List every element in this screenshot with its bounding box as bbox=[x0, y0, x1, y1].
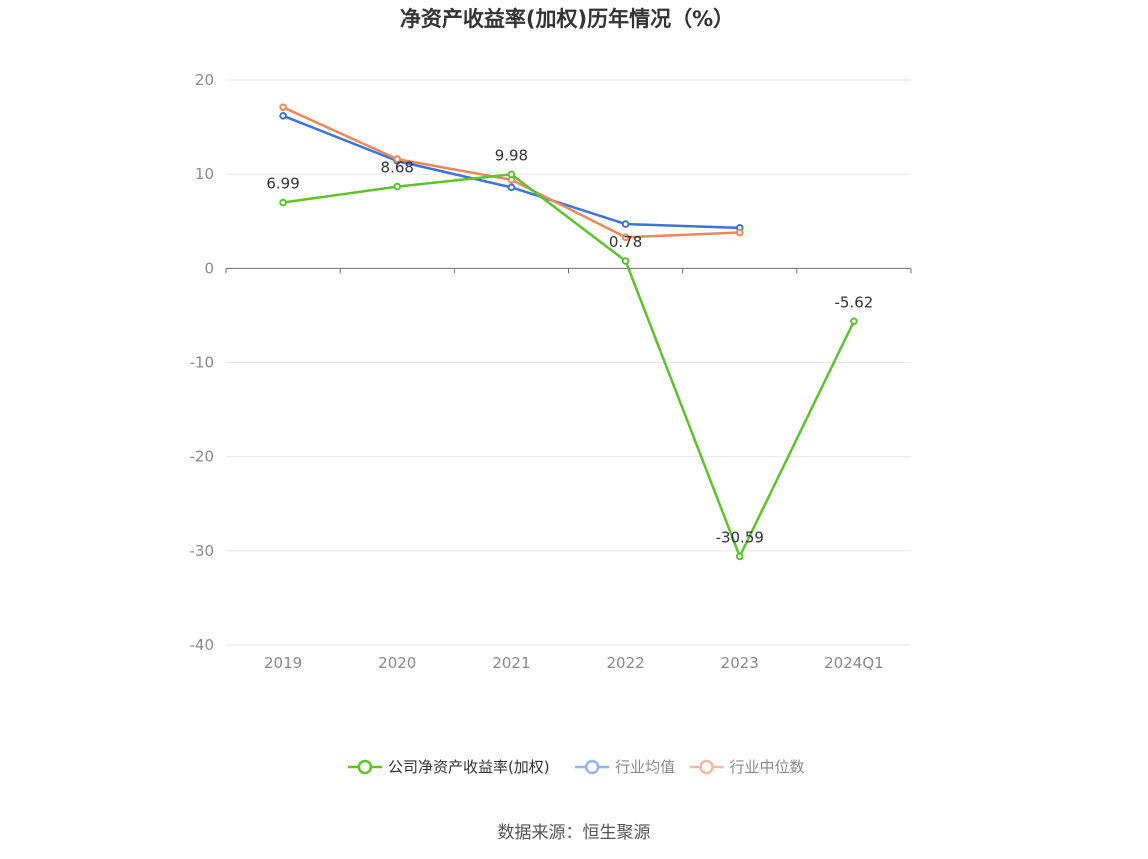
data-point[interactable] bbox=[621, 233, 630, 242]
legend-label: 行业均值 bbox=[615, 758, 675, 776]
data-point[interactable] bbox=[850, 317, 858, 326]
data-source: 数据来源：恒生聚源 bbox=[498, 823, 651, 843]
data-label: 0.78 bbox=[609, 233, 642, 251]
series bbox=[279, 103, 858, 561]
data-label: 9.98 bbox=[495, 146, 528, 164]
legend[interactable]: 公司净资产收益率(加权) 行业均值 行业中位数 bbox=[347, 758, 805, 776]
y-tick-label: 10 bbox=[195, 165, 214, 183]
data-labels: 6.99 8.68 9.98 0.78 -30.59 -5.62 bbox=[266, 146, 873, 546]
data-point[interactable] bbox=[393, 182, 402, 191]
y-tick-label: 20 bbox=[195, 71, 214, 89]
data-point[interactable] bbox=[507, 170, 516, 179]
series-1 bbox=[279, 111, 744, 232]
data-label: 6.99 bbox=[266, 175, 299, 193]
x-tick-label: 2021 bbox=[492, 654, 530, 672]
data-point[interactable] bbox=[279, 111, 287, 120]
legend-label: 行业中位数 bbox=[730, 758, 805, 776]
data-point[interactable] bbox=[621, 220, 630, 228]
series-0 bbox=[279, 170, 858, 561]
x-tick-label: 2023 bbox=[721, 654, 759, 672]
series-line bbox=[282, 173, 856, 558]
legend-item-0[interactable]: 公司净资产收益率(加权) bbox=[347, 758, 550, 776]
data-point[interactable] bbox=[621, 257, 630, 265]
legend-marker-icon bbox=[357, 759, 373, 775]
legend-label: 公司净资产收益率(加权) bbox=[388, 758, 550, 776]
data-point[interactable] bbox=[735, 228, 744, 237]
data-label: -5.62 bbox=[835, 293, 874, 311]
y-tick-label: 0 bbox=[204, 259, 214, 277]
legend-marker-icon bbox=[584, 759, 600, 775]
x-tick-label: 2022 bbox=[606, 654, 644, 672]
legend-marker-icon bbox=[699, 759, 714, 775]
axes: 20 10 0 -10 -20 -30 -40 2019 2020 2021 2022 2023 202… bbox=[190, 71, 912, 672]
x-tick-label: 2020 bbox=[378, 654, 416, 672]
y-tick-label: -30 bbox=[190, 542, 215, 560]
y-tick-label: -20 bbox=[190, 448, 215, 466]
legend-item-1[interactable]: 行业均值 bbox=[575, 758, 675, 776]
data-point[interactable] bbox=[507, 183, 516, 192]
y-tick-label: -40 bbox=[190, 636, 215, 654]
data-point[interactable] bbox=[279, 198, 287, 207]
data-point[interactable] bbox=[279, 103, 287, 112]
series-2 bbox=[279, 103, 744, 242]
chart-title: 净资产收益率(加权)历年情况（%） bbox=[400, 7, 734, 31]
x-tick-label: 2019 bbox=[264, 654, 302, 672]
y-tick-label: -10 bbox=[190, 354, 215, 372]
data-point[interactable] bbox=[735, 552, 744, 561]
data-point[interactable] bbox=[393, 155, 402, 163]
data-label: -30.59 bbox=[716, 528, 764, 546]
data-label: 8.68 bbox=[381, 159, 414, 177]
x-tick-label: 2024Q1 bbox=[824, 654, 884, 672]
legend-item-2[interactable]: 行业中位数 bbox=[689, 758, 805, 776]
grid bbox=[226, 79, 911, 646]
